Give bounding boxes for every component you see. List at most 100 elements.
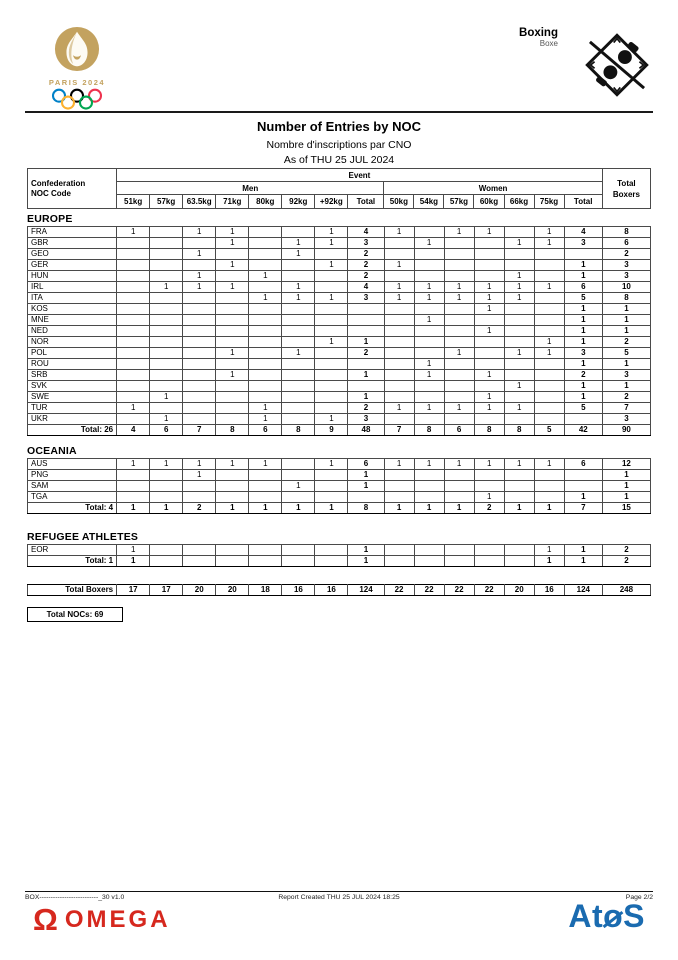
women-entry-cell [413,544,445,556]
men-entry-cell: 1 [248,458,283,470]
men-entry-cell [248,480,283,492]
atos-text-pre: At [568,898,604,934]
men-entry-cell [215,358,250,370]
men-entry-cell [149,369,184,381]
women-entry-cell: 1 [533,544,565,556]
men-entry-cell: 1 [182,226,217,238]
women-entry-cell: 22 [473,584,505,596]
women-entry-cell [503,555,535,567]
women-total-header: Total [563,194,603,209]
women-entry-cell [473,336,505,348]
men-entry-cell: 1 [215,226,250,238]
men-entry-cell: 6 [248,424,283,436]
men-entry-cell [182,402,217,414]
boxers-total-cell: 1 [601,358,652,370]
noc-code-cell: HUN [26,270,118,282]
men-entry-cell [281,303,316,315]
women-entry-cell: 7 [383,424,415,436]
men-entry-cell [248,226,283,238]
men-entry-cell [116,469,151,481]
boxers-total-cell: 2 [601,391,652,403]
men-entry-cell [281,358,316,370]
noc-code-cell: TGA [26,491,118,503]
noc-row: POL 1 1 2 1 1 1 3 5 [26,347,652,359]
women-total-cell: 1 [563,314,603,326]
men-entry-cell [182,314,217,326]
men-entry-cell [182,336,217,348]
men-entry-cell: 17 [116,584,151,596]
women-total-cell: 42 [563,424,603,436]
women-entry-cell [503,413,535,425]
men-entry-cell [215,413,250,425]
men-entry-cell [248,237,283,249]
women-entry-cell: 2 [473,502,505,514]
women-entry-cell [443,555,475,567]
boxers-total-cell: 15 [601,502,652,514]
boxers-total-cell: 8 [601,226,652,238]
women-entry-cell [413,248,445,260]
women-entry-cell: 20 [503,584,535,596]
noc-row: EOR 1 1 1 1 2 [26,544,652,556]
noc-row: UKR 1 1 1 3 3 [26,413,652,425]
noc-code-cell: FRA [26,226,118,238]
women-entry-cell [443,369,475,381]
boxers-total-cell: 5 [601,347,652,359]
men-entry-cell: 4 [116,424,151,436]
men-entry-cell [182,369,217,381]
section-header: REFUGEE ATHLETES [27,531,139,543]
women-entry-cell [383,248,415,260]
men-entry-cell [215,380,250,392]
men-entry-cell: 1 [281,292,316,304]
noc-code-cell: ITA [26,292,118,304]
event-header-cell: Event [116,168,603,182]
noc-code-cell: GER [26,259,118,271]
women-entry-cell [503,226,535,238]
men-entry-cell [182,237,217,249]
men-entry-cell [248,281,283,293]
men-entry-cell: 20 [182,584,217,596]
men-entry-cell [281,369,316,381]
women-entry-cell [533,259,565,271]
men-entry-cell [248,491,283,503]
women-entry-cell [443,325,475,337]
men-entry-cell [314,270,349,282]
men-entry-cell: 1 [182,281,217,293]
men-entry-cell [116,480,151,492]
women-total-cell: 1 [563,270,603,282]
men-entry-cell: 1 [281,237,316,249]
women-entry-cell [413,413,445,425]
women-entry-cell [503,469,535,481]
women-entry-cell [503,336,535,348]
women-entry-cell: 1 [503,292,535,304]
men-entry-cell: 1 [248,413,283,425]
report-title-block: Number of Entries by NOC Nombre d'inscri… [0,119,678,166]
page-title-fr: Nombre d'inscriptions par CNO [266,139,412,151]
boxers-total-cell: 1 [601,469,652,481]
total-label-cell: Total: 26 [26,424,118,436]
women-total-cell: 6 [563,281,603,293]
boxers-total-cell: 2 [601,544,652,556]
women-entry-cell [413,347,445,359]
men-entry-cell: 1 [281,502,316,514]
women-entry-cell [443,314,475,326]
men-entry-cell [149,347,184,359]
women-entry-cell [443,259,475,271]
men-entry-cell: 1 [215,237,250,249]
total-label-cell: Total: 4 [26,502,118,514]
section-table: FRA 1 1 1 1 4 1 1 1 1 4 8 GBR 1 1 1 3 1 1 1 3 6 GEO 1 1 2 2 GER 1 1 2 1… [26,226,652,436]
men-entry-cell [116,369,151,381]
men-entry-cell [314,248,349,260]
men-entry-cell [248,336,283,348]
women-entry-cell: 8 [413,424,445,436]
women-entry-cell [473,480,505,492]
men-entry-cell [248,303,283,315]
men-entry-cell [248,259,283,271]
women-entry-cell [533,391,565,403]
noc-row: SRB 1 1 1 1 2 3 [26,369,652,381]
women-entry-cell: 22 [383,584,415,596]
men-entry-cell [182,413,217,425]
women-entry-cell: 1 [533,281,565,293]
men-entry-cell [314,555,349,567]
total-row: Total Boxers 17 17 20 20 18 16 16 124 22 22 22 22 20 1… [26,584,652,596]
